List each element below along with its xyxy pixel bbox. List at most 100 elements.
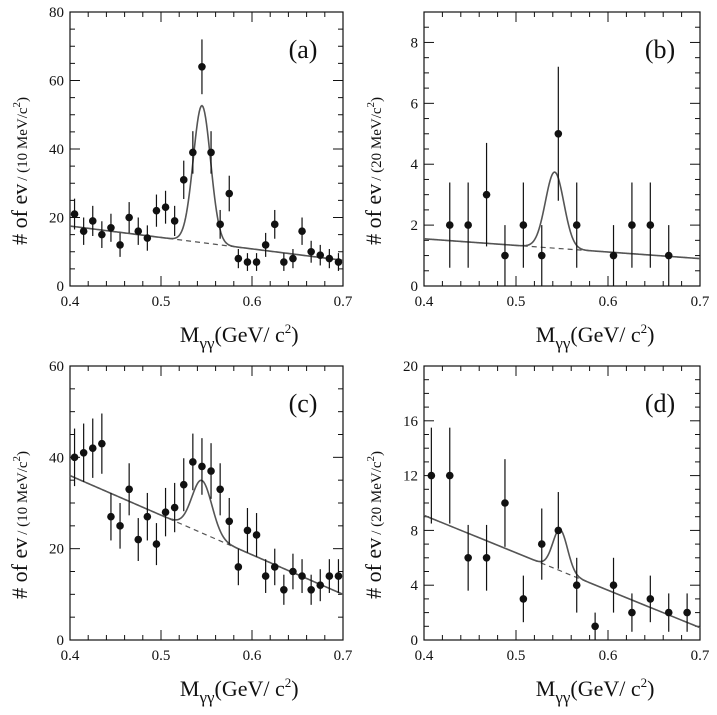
x-axis-label-exponent: 2 — [641, 675, 648, 690]
y-axis-label-main: # of ev — [361, 184, 386, 245]
axis-ticks — [423, 11, 701, 287]
x-axis-label-subscript: γγ — [554, 688, 571, 707]
data-point — [261, 572, 270, 580]
data-point — [334, 572, 343, 580]
data-point — [243, 258, 252, 266]
data-point — [554, 129, 563, 138]
total-fit-curve — [69, 474, 344, 596]
x-axis-label-units: (GeV/ c — [215, 676, 285, 701]
y-tick-label: 0 — [411, 633, 419, 649]
data-point — [609, 581, 618, 589]
data-point — [225, 517, 234, 526]
y-tick-label: 0 — [57, 279, 65, 295]
y-axis-label-exponent: 2 — [365, 456, 377, 462]
data-point — [298, 227, 306, 235]
y-axis-label: # of ev / (10 MeV/c2) — [7, 97, 32, 245]
total-fit-curve — [423, 514, 701, 629]
data-point — [261, 241, 270, 249]
data-point — [270, 220, 279, 229]
total-fit-curve — [423, 171, 701, 260]
data-point — [280, 585, 288, 594]
x-axis-label-units: (GeV/ c — [570, 676, 640, 701]
x-tick-label: 0.4 — [415, 294, 434, 310]
data-point — [189, 458, 197, 466]
x-axis-label-units: (GeV/ c — [215, 322, 285, 347]
y-tick-label: 4 — [411, 157, 419, 173]
y-axis-label-units: / (10 MeV/c — [15, 461, 31, 535]
y-tick-label: 20 — [49, 542, 64, 558]
data-point — [482, 190, 491, 199]
data-point — [307, 585, 315, 594]
x-axis-label-units: (GeV/ c — [570, 322, 640, 347]
x-axis-label-var: M — [180, 676, 200, 701]
x-axis-label-close: ) — [647, 322, 654, 347]
x-tick-label: 0.5 — [152, 294, 171, 310]
data-point — [334, 258, 343, 266]
data-point — [161, 508, 170, 516]
data-point — [198, 63, 206, 71]
data-point — [252, 531, 261, 539]
data-point — [234, 254, 243, 263]
y-axis-label-close: ) — [15, 97, 31, 102]
total-fit-curve — [69, 104, 344, 262]
data-point — [170, 503, 179, 512]
x-tick-label: 0.4 — [61, 294, 80, 310]
data-point — [116, 241, 124, 249]
y-tick-label: 20 — [403, 359, 418, 375]
y-tick-label: 12 — [403, 469, 418, 485]
data-point — [554, 526, 563, 535]
x-axis-label-close: ) — [647, 676, 654, 701]
data-point — [88, 444, 97, 453]
data-point — [628, 608, 636, 617]
data-point — [143, 234, 152, 242]
x-axis-label-exponent: 2 — [641, 321, 648, 336]
data-point — [307, 247, 315, 256]
y-tick-label: 80 — [49, 5, 64, 21]
data-point — [572, 221, 581, 229]
x-axis-label: Mγγ(GeV/ c2) — [536, 675, 655, 707]
x-tick-label: 0.5 — [507, 294, 526, 310]
x-axis-label-subscript: γγ — [198, 334, 215, 353]
data-point — [179, 480, 188, 489]
data-point — [234, 563, 243, 571]
y-tick-label: 4 — [411, 578, 419, 594]
x-tick-label: 0.6 — [599, 648, 618, 664]
data-point — [325, 254, 334, 263]
data-point — [179, 176, 188, 184]
data-point — [646, 221, 655, 229]
data-point — [152, 206, 161, 215]
data-point — [125, 485, 133, 494]
x-tick-label: 0.4 — [61, 648, 80, 664]
y-tick-label: 16 — [403, 414, 419, 430]
data-point — [501, 251, 509, 260]
x-axis-label-subscript: γγ — [198, 688, 215, 707]
data-point — [252, 258, 261, 266]
data-point — [519, 595, 528, 603]
data-point — [70, 453, 79, 462]
y-tick-label: 0 — [411, 279, 419, 295]
data-point — [316, 251, 325, 259]
y-axis-label-units: / (10 MeV/c — [15, 107, 31, 181]
x-tick-label: 0.6 — [599, 294, 618, 310]
x-axis-label-var: M — [180, 322, 200, 347]
data-point — [243, 526, 252, 535]
data-point — [609, 251, 618, 260]
data-point — [325, 572, 334, 580]
x-tick-label: 0.6 — [243, 294, 262, 310]
x-axis-label: Mγγ(GeV/ c2) — [536, 321, 655, 353]
panel-tag: (c) — [289, 389, 318, 418]
data-point — [125, 213, 133, 222]
data-point — [170, 217, 179, 225]
data-point — [143, 512, 152, 521]
x-tick-label: 0.7 — [334, 648, 353, 664]
data-point — [116, 522, 124, 530]
data-point — [537, 540, 546, 548]
axis-ticks — [423, 365, 701, 641]
data-point — [628, 221, 636, 229]
data-point — [207, 467, 215, 475]
y-axis-label: # of ev / (20 MeV/c2) — [361, 451, 386, 599]
data-point — [152, 540, 161, 548]
